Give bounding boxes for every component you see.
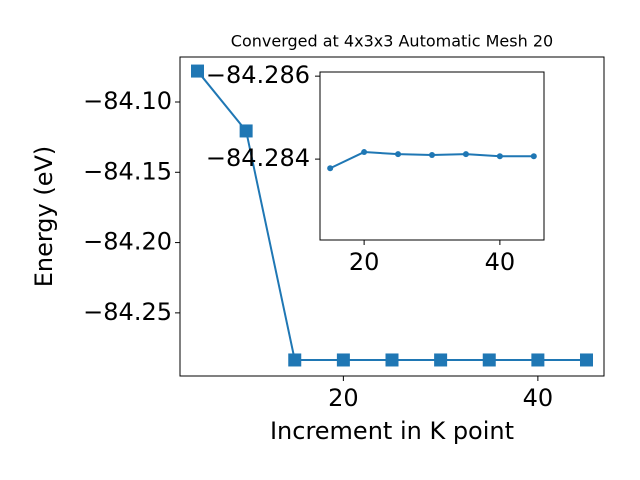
marker [531,353,545,367]
y-tick-label: −84.10 [83,87,172,115]
y-axis-label: Energy (eV) [30,146,58,288]
marker [385,353,399,367]
y-tick-label: −84.284 [206,144,310,172]
chart-title: Converged at 4x3x3 Automatic Mesh 20 [231,32,553,51]
x-tick-label: 20 [328,384,359,412]
marker [482,353,496,367]
marker [395,151,402,158]
marker [579,353,593,367]
marker [191,64,205,78]
x-tick-label: 40 [523,384,554,412]
marker [336,353,350,367]
marker [288,353,302,367]
marker [434,353,448,367]
x-tick-label: 40 [485,248,516,276]
y-tick-label: −84.20 [83,228,172,256]
y-tick-label: −84.286 [206,61,310,89]
marker [327,165,334,172]
y-tick-label: −84.25 [83,298,172,326]
marker [496,153,503,160]
marker [530,153,537,160]
y-tick-label: −84.15 [83,157,172,185]
x-axis-label: Increment in K point [270,417,514,445]
x-tick-label: 20 [349,248,380,276]
marker [361,149,368,156]
marker [462,151,469,158]
marker [429,151,435,158]
marker [239,124,253,138]
